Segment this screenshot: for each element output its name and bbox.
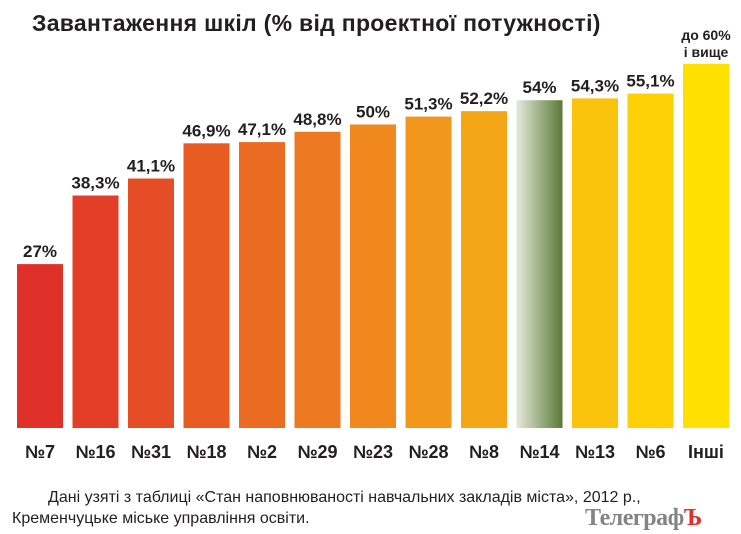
category-label: №6 bbox=[635, 442, 665, 462]
bar-№16 bbox=[72, 195, 119, 428]
category-label: №28 bbox=[408, 442, 448, 462]
category-label: №29 bbox=[297, 442, 337, 462]
data-label: 46,9% bbox=[182, 121, 230, 140]
data-label: 52,2% bbox=[460, 89, 508, 108]
bar-№7 bbox=[17, 264, 63, 428]
bar-№2 bbox=[239, 142, 285, 428]
category-label: №8 bbox=[469, 442, 499, 462]
data-label: 54% bbox=[522, 78, 556, 97]
data-label: до 60% bbox=[681, 27, 731, 43]
bar-№28 bbox=[405, 116, 452, 428]
data-label: і вище bbox=[684, 44, 729, 60]
category-label: №18 bbox=[186, 442, 226, 462]
data-label: 41,1% bbox=[127, 157, 175, 176]
data-label: 38,3% bbox=[71, 174, 119, 193]
category-label: №13 bbox=[575, 442, 615, 462]
bar-№14 bbox=[516, 100, 563, 428]
bar-№6 bbox=[627, 93, 674, 428]
bar-№13 bbox=[572, 98, 618, 429]
source-note: Дані узяті з таблиці «Стан наповнюваност… bbox=[12, 489, 641, 527]
category-label: №31 bbox=[131, 442, 171, 462]
chart-title: Завантаження шкіл (% від проектної потуж… bbox=[32, 10, 601, 36]
category-label: №16 bbox=[75, 442, 115, 462]
telegraf-watermark-logo: ТелеграфЪ bbox=[585, 505, 702, 531]
bar-№8 bbox=[461, 111, 507, 428]
bar-Інші bbox=[683, 63, 729, 429]
data-label: 51,3% bbox=[404, 95, 452, 114]
category-label: №23 bbox=[353, 442, 393, 462]
data-label: 47,1% bbox=[238, 120, 286, 139]
category-label: №2 bbox=[247, 442, 277, 462]
bar-№29 bbox=[294, 131, 341, 428]
category-label: Інші bbox=[688, 442, 724, 462]
data-label: 54,3% bbox=[571, 76, 619, 95]
bar-№23 bbox=[350, 124, 396, 428]
data-label: 55,1% bbox=[626, 72, 674, 91]
data-label: 27% bbox=[23, 242, 57, 261]
bar-chart: 27% №7 38,3% №16 41,1% №31 46,9% №18 47,1% №2 48,8… bbox=[17, 27, 731, 462]
bar-№18 bbox=[183, 143, 230, 428]
bar-№31 bbox=[128, 178, 174, 428]
data-label: 50% bbox=[356, 103, 390, 122]
data-label: 48,8% bbox=[293, 110, 341, 129]
category-label: №7 bbox=[25, 442, 55, 462]
category-label: №14 bbox=[519, 442, 559, 462]
